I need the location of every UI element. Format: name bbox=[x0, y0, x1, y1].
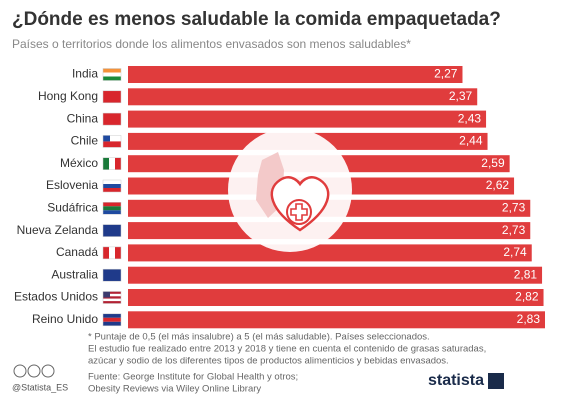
note: El estudio fue realizado entre 2013 y 20… bbox=[88, 344, 486, 355]
flag bbox=[103, 291, 121, 294]
note: azúcar y sodio de los diferentes tipos d… bbox=[88, 356, 449, 367]
value-label: 2,62 bbox=[486, 178, 510, 192]
flag-border bbox=[102, 268, 122, 282]
y-tick-label: India bbox=[72, 67, 98, 81]
license-icons bbox=[13, 364, 55, 378]
flag-border bbox=[102, 68, 122, 81]
flag-border bbox=[102, 135, 122, 148]
y-tick-label: China bbox=[67, 111, 99, 125]
flag bbox=[103, 180, 121, 184]
bar bbox=[128, 289, 544, 306]
brand: statista bbox=[428, 372, 484, 389]
flag bbox=[103, 184, 121, 188]
value-label: 2,83 bbox=[517, 312, 541, 326]
value-label: 2,59 bbox=[481, 156, 505, 170]
value-label: 2,82 bbox=[515, 290, 539, 304]
flag-border bbox=[102, 246, 122, 260]
flag-border bbox=[102, 90, 122, 104]
value-label: 2,43 bbox=[458, 111, 482, 125]
y-tick-label: Chile bbox=[71, 134, 99, 148]
flag bbox=[103, 68, 121, 73]
flag-border bbox=[102, 112, 122, 126]
flag bbox=[103, 141, 121, 148]
flag bbox=[103, 135, 110, 142]
flag bbox=[103, 76, 121, 81]
bars: India 2,27 Hong Kong 2,37 China 2,43 Chile 2,44… bbox=[14, 66, 545, 329]
bar bbox=[128, 311, 545, 329]
value-label: 2,81 bbox=[514, 267, 538, 281]
flag-border bbox=[102, 291, 122, 304]
y-tick-label: Sudáfrica bbox=[47, 200, 98, 214]
flag-border bbox=[102, 179, 122, 193]
y-tick-label: Australia bbox=[51, 267, 98, 281]
bar bbox=[128, 266, 543, 284]
y-tick-label: Hong Kong bbox=[38, 89, 98, 103]
flag-border bbox=[102, 202, 122, 215]
y-tick-label: Estados Unidos bbox=[14, 290, 98, 304]
flag bbox=[103, 313, 121, 318]
flag bbox=[103, 293, 121, 297]
flag bbox=[115, 157, 121, 170]
flag bbox=[103, 317, 121, 322]
flag bbox=[103, 113, 121, 126]
bar bbox=[128, 88, 478, 106]
flag bbox=[103, 157, 109, 170]
bar bbox=[128, 110, 487, 128]
bar bbox=[128, 66, 463, 83]
value-label: 2,27 bbox=[434, 67, 458, 81]
value-label: 2,73 bbox=[502, 223, 526, 237]
flag bbox=[103, 321, 121, 326]
flag bbox=[103, 72, 121, 77]
y-tick-label: México bbox=[60, 156, 98, 170]
credit: @Statista_ES bbox=[12, 382, 68, 392]
value-label: 2,37 bbox=[449, 89, 473, 103]
flag bbox=[103, 298, 121, 302]
flag bbox=[103, 246, 109, 259]
source: Obesity Reviews via Wiley Online Library bbox=[88, 384, 261, 395]
flag bbox=[109, 157, 115, 170]
flag bbox=[115, 246, 121, 259]
flag bbox=[103, 269, 121, 282]
flag-border bbox=[102, 157, 122, 170]
flag bbox=[103, 301, 121, 304]
flag bbox=[103, 296, 121, 299]
chart-title: ¿Dónde es menos saludable la comida empa… bbox=[12, 9, 501, 30]
flag-border bbox=[102, 313, 122, 327]
flag bbox=[103, 202, 121, 207]
y-tick-label: Canadá bbox=[56, 245, 98, 259]
flag bbox=[103, 224, 121, 237]
flag-border bbox=[102, 224, 122, 237]
brand-logo bbox=[488, 373, 504, 389]
chart-subtitle: Países o territorios donde los alimentos… bbox=[12, 37, 411, 51]
value-label: 2,73 bbox=[502, 200, 526, 214]
value-label: 2,44 bbox=[459, 134, 483, 148]
flag bbox=[103, 210, 121, 215]
y-tick-label: Reino Unido bbox=[32, 312, 98, 326]
flag bbox=[103, 188, 121, 192]
source: Fuente: George Institute for Global Heal… bbox=[88, 372, 298, 383]
flag bbox=[103, 90, 121, 103]
flag bbox=[109, 246, 115, 259]
flag bbox=[103, 291, 110, 298]
y-tick-label: Eslovenia bbox=[46, 178, 98, 192]
value-label: 2,74 bbox=[503, 245, 527, 259]
bar bbox=[128, 244, 532, 262]
note: * Puntaje de 0,5 (el más insalubre) a 5 … bbox=[88, 332, 430, 343]
flag bbox=[103, 206, 121, 211]
illustration bbox=[228, 128, 352, 252]
flag bbox=[103, 135, 121, 142]
y-tick-label: Nueva Zelanda bbox=[17, 223, 99, 237]
